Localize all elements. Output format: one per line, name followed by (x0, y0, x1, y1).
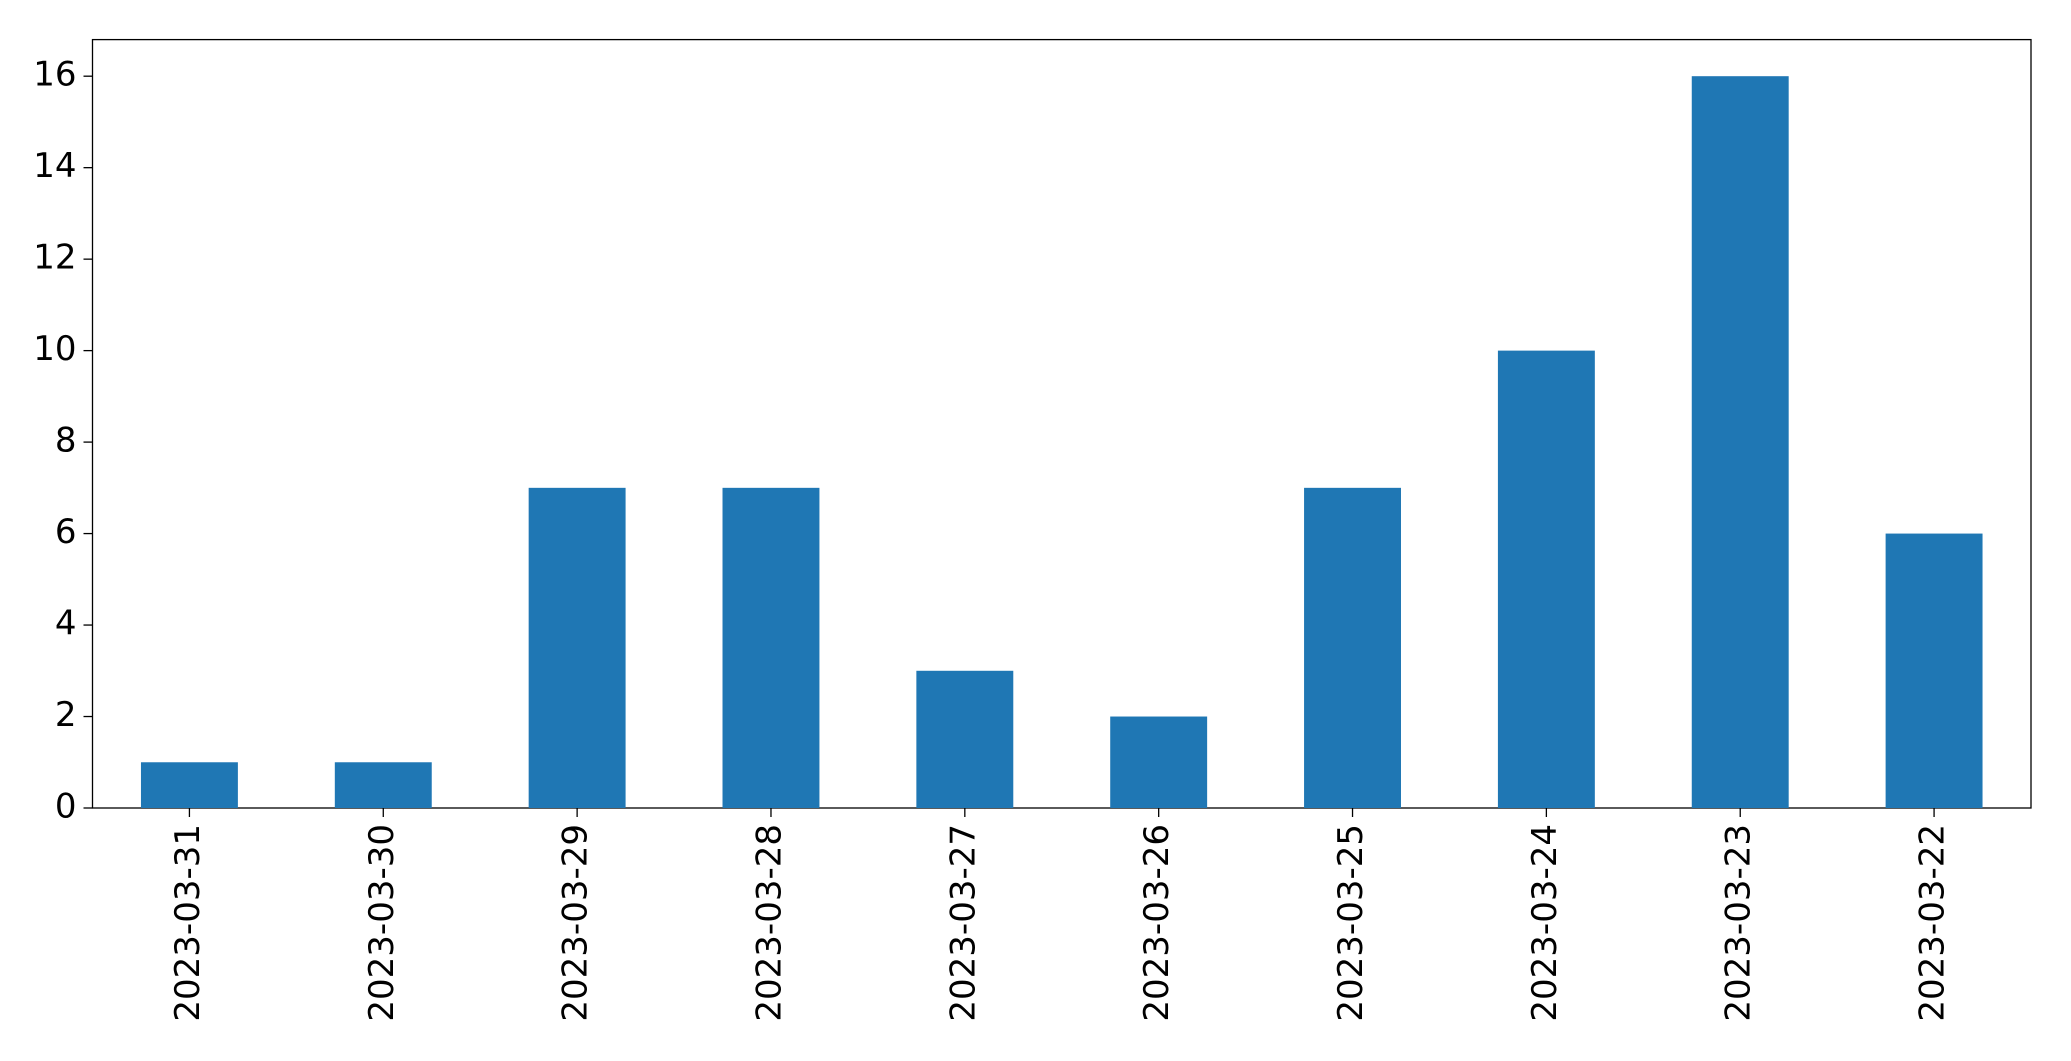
x-tick-label: 2023-03-28 (749, 824, 789, 1022)
y-tick-label: 10 (33, 329, 76, 369)
y-tick-label: 2 (55, 695, 77, 735)
x-tick-label: 2023-03-23 (1719, 824, 1759, 1022)
y-tick-label: 12 (33, 238, 76, 278)
bar (1885, 533, 1983, 808)
y-tick-label: 0 (55, 787, 77, 827)
y-tick-label: 14 (33, 146, 76, 186)
bar (916, 670, 1014, 808)
x-tick-label: 2023-03-29 (556, 824, 596, 1022)
bar (722, 487, 820, 808)
x-tick-label: 2023-03-25 (1331, 824, 1371, 1022)
x-tick-label: 2023-03-27 (943, 824, 983, 1022)
bar (334, 762, 432, 808)
y-tick-label: 6 (55, 512, 77, 552)
y-tick-label: 16 (33, 55, 76, 95)
x-tick-label: 2023-03-22 (1913, 824, 1953, 1022)
y-tick-label: 4 (55, 604, 77, 644)
bar (1691, 76, 1789, 808)
x-tick-label: 2023-03-30 (362, 824, 402, 1022)
bar (528, 487, 626, 808)
x-tick-label: 2023-03-26 (1137, 824, 1177, 1022)
axes-frame (91, 38, 2032, 809)
bar (1110, 716, 1208, 808)
bar (1497, 350, 1595, 808)
y-tick-label: 8 (55, 421, 77, 461)
bar (140, 762, 238, 808)
x-tick-label: 2023-03-31 (168, 824, 208, 1022)
bar (1304, 487, 1401, 808)
x-tick-label: 2023-03-24 (1525, 824, 1565, 1022)
